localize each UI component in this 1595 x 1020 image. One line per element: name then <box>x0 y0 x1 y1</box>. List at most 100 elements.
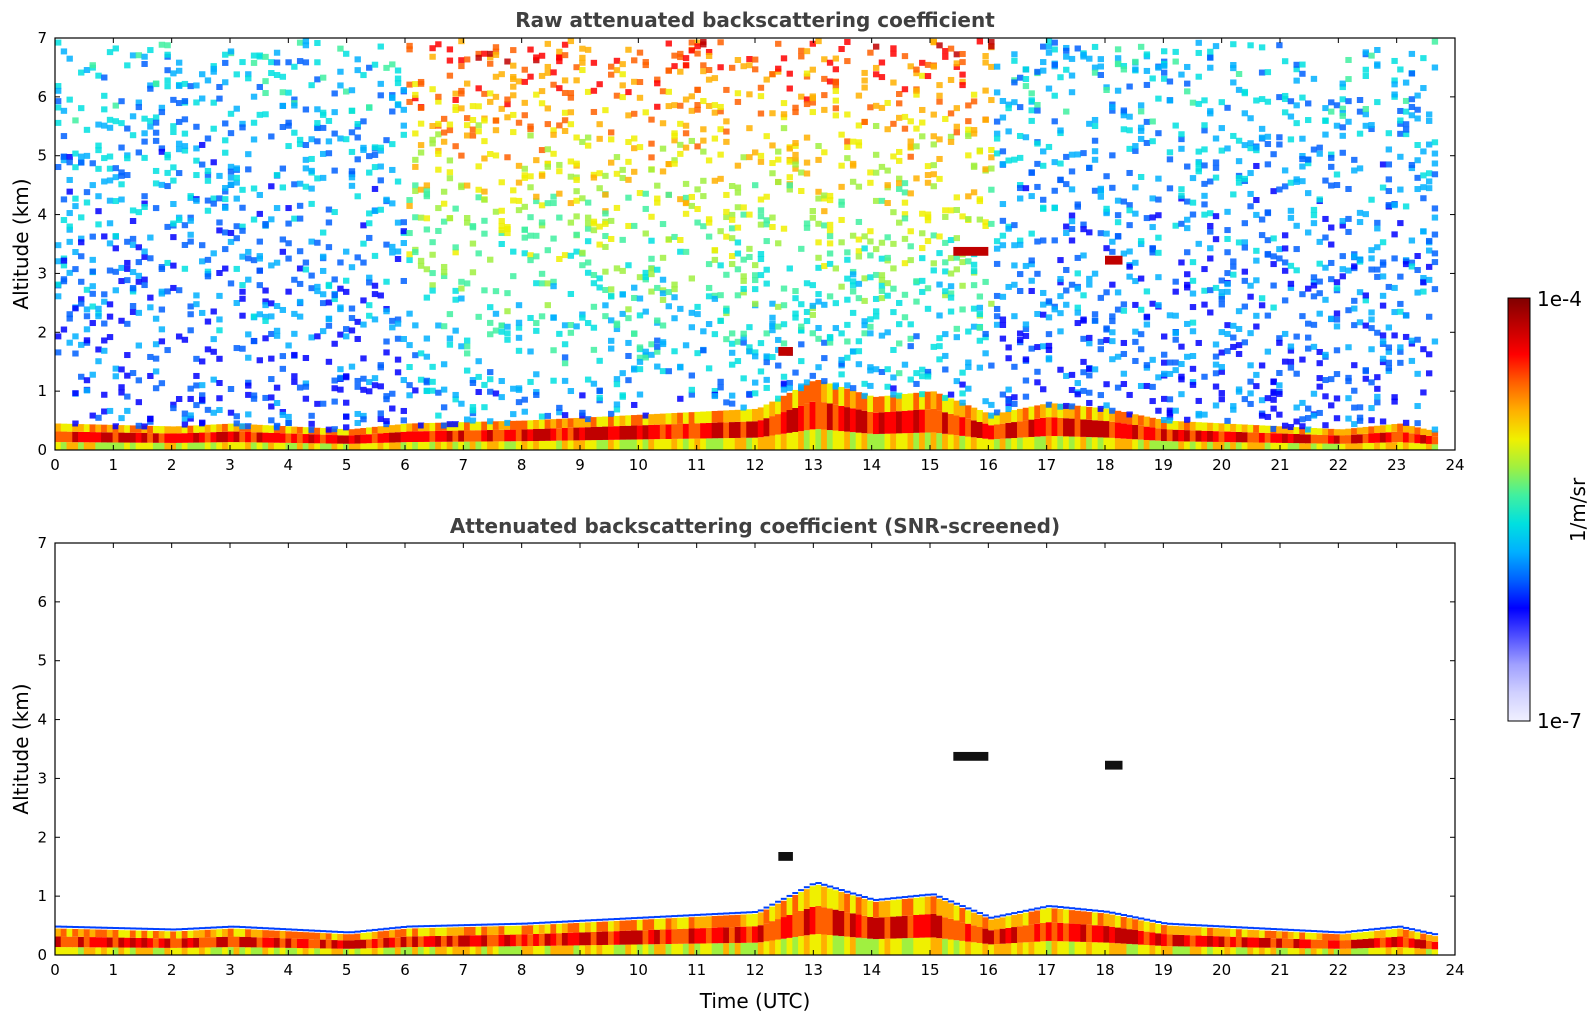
heatmap-cell <box>141 60 148 67</box>
heatmap-cell <box>268 927 275 930</box>
heatmap-cell <box>636 312 644 319</box>
heatmap-cell <box>654 348 661 355</box>
heatmap-cell <box>999 917 1007 929</box>
heatmap-cell <box>613 154 621 161</box>
heatmap-cell <box>752 421 759 438</box>
heatmap-cell <box>1011 57 1018 64</box>
heatmap-cell <box>135 399 143 406</box>
heatmap-cell <box>1368 426 1375 434</box>
heatmap-cell <box>1230 191 1237 198</box>
heatmap-cell <box>723 233 730 240</box>
heatmap-cell <box>861 915 868 939</box>
heatmap-cell <box>510 925 517 935</box>
heatmap-cell <box>1040 59 1047 66</box>
heatmap-cell <box>181 938 189 948</box>
heatmap-cell <box>826 240 834 247</box>
heatmap-cell <box>106 334 114 341</box>
heatmap-cell <box>896 114 903 121</box>
heatmap-cell <box>481 381 488 388</box>
heatmap-cell <box>752 56 759 63</box>
heatmap-cell <box>757 437 765 450</box>
heatmap-cell <box>1132 439 1139 450</box>
heatmap-cell <box>463 80 471 87</box>
heatmap-cell <box>642 62 649 69</box>
heatmap-cell <box>314 400 321 407</box>
x-tick-label: 9 <box>575 456 585 474</box>
heatmap-cell <box>1016 104 1024 111</box>
heatmap-cell <box>400 417 407 424</box>
heatmap-cell <box>112 287 119 294</box>
heatmap-cell <box>1310 220 1318 227</box>
heatmap-cell <box>533 280 540 287</box>
heatmap-cell <box>268 216 275 223</box>
heatmap-cell <box>1356 219 1364 226</box>
heatmap-cell <box>826 403 834 431</box>
heatmap-cell <box>78 442 85 450</box>
heatmap-cell <box>1310 206 1318 213</box>
heatmap-cell <box>193 82 200 89</box>
heatmap-cell <box>1270 235 1277 242</box>
heatmap-cell <box>872 366 880 373</box>
heatmap-cell <box>366 234 373 241</box>
heatmap-cell <box>648 213 655 220</box>
heatmap-cell <box>1184 163 1191 170</box>
heatmap-cell <box>844 936 851 955</box>
heatmap-cell <box>360 939 367 949</box>
heatmap-cell <box>492 48 500 55</box>
heatmap-cell <box>101 233 108 240</box>
heatmap-cell <box>826 293 834 300</box>
heatmap-cell <box>556 920 563 923</box>
heatmap-cell <box>1414 142 1421 149</box>
heatmap-cell <box>285 119 292 126</box>
heatmap-cell <box>245 411 252 418</box>
heatmap-cell <box>1011 363 1018 370</box>
heatmap-cell <box>561 89 569 96</box>
heatmap-cell <box>354 156 361 163</box>
heatmap-cell <box>1028 230 1035 237</box>
heatmap-cell <box>677 914 684 917</box>
heatmap-cell <box>1097 942 1104 955</box>
heatmap-cell <box>389 432 396 443</box>
heatmap-cell <box>1207 64 1214 71</box>
heatmap-cell <box>936 343 943 350</box>
heatmap-cell <box>152 114 160 121</box>
heatmap-cell <box>1132 919 1139 931</box>
heatmap-cell <box>849 282 857 289</box>
heatmap-cell <box>677 943 684 955</box>
heatmap-cell <box>700 126 707 133</box>
heatmap-cell <box>556 168 563 175</box>
heatmap-cell <box>648 919 655 930</box>
heatmap-cell <box>285 433 292 443</box>
heatmap-cell <box>665 191 672 198</box>
heatmap-cell <box>999 293 1007 300</box>
heatmap-cell <box>1218 277 1225 284</box>
heatmap-cell <box>826 935 834 955</box>
heatmap-cell <box>348 443 356 450</box>
heatmap-cell <box>348 182 356 189</box>
heatmap-cell <box>1207 48 1214 55</box>
heatmap-cell <box>1005 128 1012 135</box>
heatmap-cell <box>752 66 759 73</box>
heatmap-cell <box>1086 911 1093 925</box>
heatmap-cell <box>636 930 644 945</box>
heatmap-cell <box>625 415 632 426</box>
heatmap-cell <box>1040 204 1047 211</box>
heatmap-cell <box>285 59 292 66</box>
heatmap-cell <box>1109 107 1116 114</box>
heatmap-cell <box>112 423 119 430</box>
heatmap-cell <box>763 76 770 83</box>
heatmap-cell <box>1040 386 1047 393</box>
heatmap-cell <box>538 172 546 179</box>
heatmap-cell <box>861 245 868 252</box>
x-tick-label: 5 <box>342 456 352 474</box>
heatmap-cell <box>314 125 321 132</box>
heatmap-cell <box>884 99 891 106</box>
heatmap-cell <box>1356 443 1364 450</box>
heatmap-cell <box>1103 926 1110 943</box>
heatmap-cell <box>976 409 984 422</box>
heatmap-cell <box>429 86 436 93</box>
heatmap-cell <box>913 91 920 98</box>
heatmap-cell <box>279 433 287 443</box>
heatmap-cell <box>907 335 914 342</box>
heatmap-cell <box>878 901 886 918</box>
